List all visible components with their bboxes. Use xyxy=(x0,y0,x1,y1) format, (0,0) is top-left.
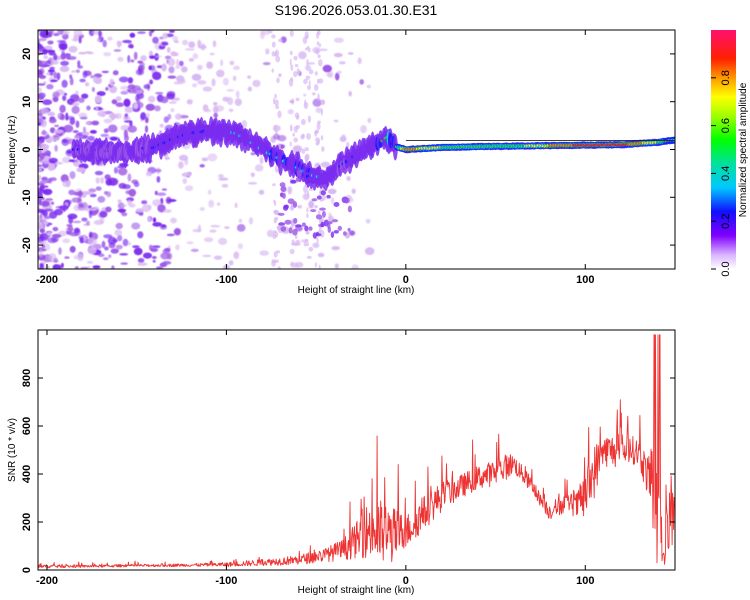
spectrogram-y-tick-label: 20 xyxy=(21,48,33,60)
spectrogram-y-tick-label: 0 xyxy=(21,146,33,152)
snr-frame xyxy=(37,329,676,571)
colorbar: 0.0 0.2 0.4 0.6 0.8 Normalized spectral ampl… xyxy=(711,30,749,277)
snr-x-tick-label: 0 xyxy=(403,575,409,587)
snr-y-label: SNR (10 * v/v) xyxy=(7,418,18,482)
spectrogram-x-tick-label: -100 xyxy=(215,274,237,286)
spectrogram-y-ticks: -20 -10 0 10 20 xyxy=(21,48,675,253)
snr-y-tick-label: 600 xyxy=(21,417,33,435)
colorbar-gradient xyxy=(711,30,736,269)
snr-y-tick-label: 800 xyxy=(21,369,33,387)
spectrogram-x-tick-label: 100 xyxy=(576,274,594,286)
spectrogram-y-tick-label: 10 xyxy=(21,96,33,108)
colorbar-label: Normalized spectral amplitude xyxy=(738,82,749,217)
spectrogram-marks xyxy=(38,30,675,269)
spectrogram-x-ticks: -200 -100 0 100 xyxy=(36,30,594,286)
spectrogram-y-label: Frequency (Hz) xyxy=(7,116,18,185)
colorbar-tick-label: 0.4 xyxy=(720,166,732,181)
page-title: S196.2026.053.01.30.E31 xyxy=(274,2,438,18)
snr-x-tick-label: -200 xyxy=(36,575,58,587)
snr-y-tick-label: 200 xyxy=(21,513,33,531)
snr-x-ticks: -200 -100 0 100 xyxy=(36,330,594,587)
spectrogram-x-tick-label: -200 xyxy=(36,274,58,286)
spectrogram-y-tick-label: -20 xyxy=(21,237,33,253)
snr-y-tick-label: 400 xyxy=(21,465,33,483)
colorbar-tick-label: 0.8 xyxy=(720,70,732,85)
snr-x-tick-label: -100 xyxy=(215,575,237,587)
colorbar-ticks: 0.0 0.2 0.4 0.6 0.8 xyxy=(711,70,732,277)
colorbar-tick-label: 0.2 xyxy=(720,214,732,229)
snr-x-tick-label: 100 xyxy=(576,575,594,587)
spectrogram-y-tick-label: -10 xyxy=(21,189,33,205)
snr-marks xyxy=(38,334,675,569)
snr-series-line xyxy=(38,334,675,569)
snr-y-tick-label: 0 xyxy=(21,567,33,573)
snr-x-label: Height of straight line (km) xyxy=(298,585,415,596)
spectrogram-x-tick-label: 0 xyxy=(403,274,409,286)
colorbar-tick-label: 0.0 xyxy=(720,261,732,276)
colorbar-tick-label: 0.6 xyxy=(720,118,732,133)
snr-y-ticks: 0 200 400 600 800 xyxy=(21,369,675,573)
snr-panel: -200 -100 0 100 0 200 400 600 800 Height of str… xyxy=(7,329,676,596)
spectrogram-x-label: Height of straight line (km) xyxy=(298,285,415,296)
